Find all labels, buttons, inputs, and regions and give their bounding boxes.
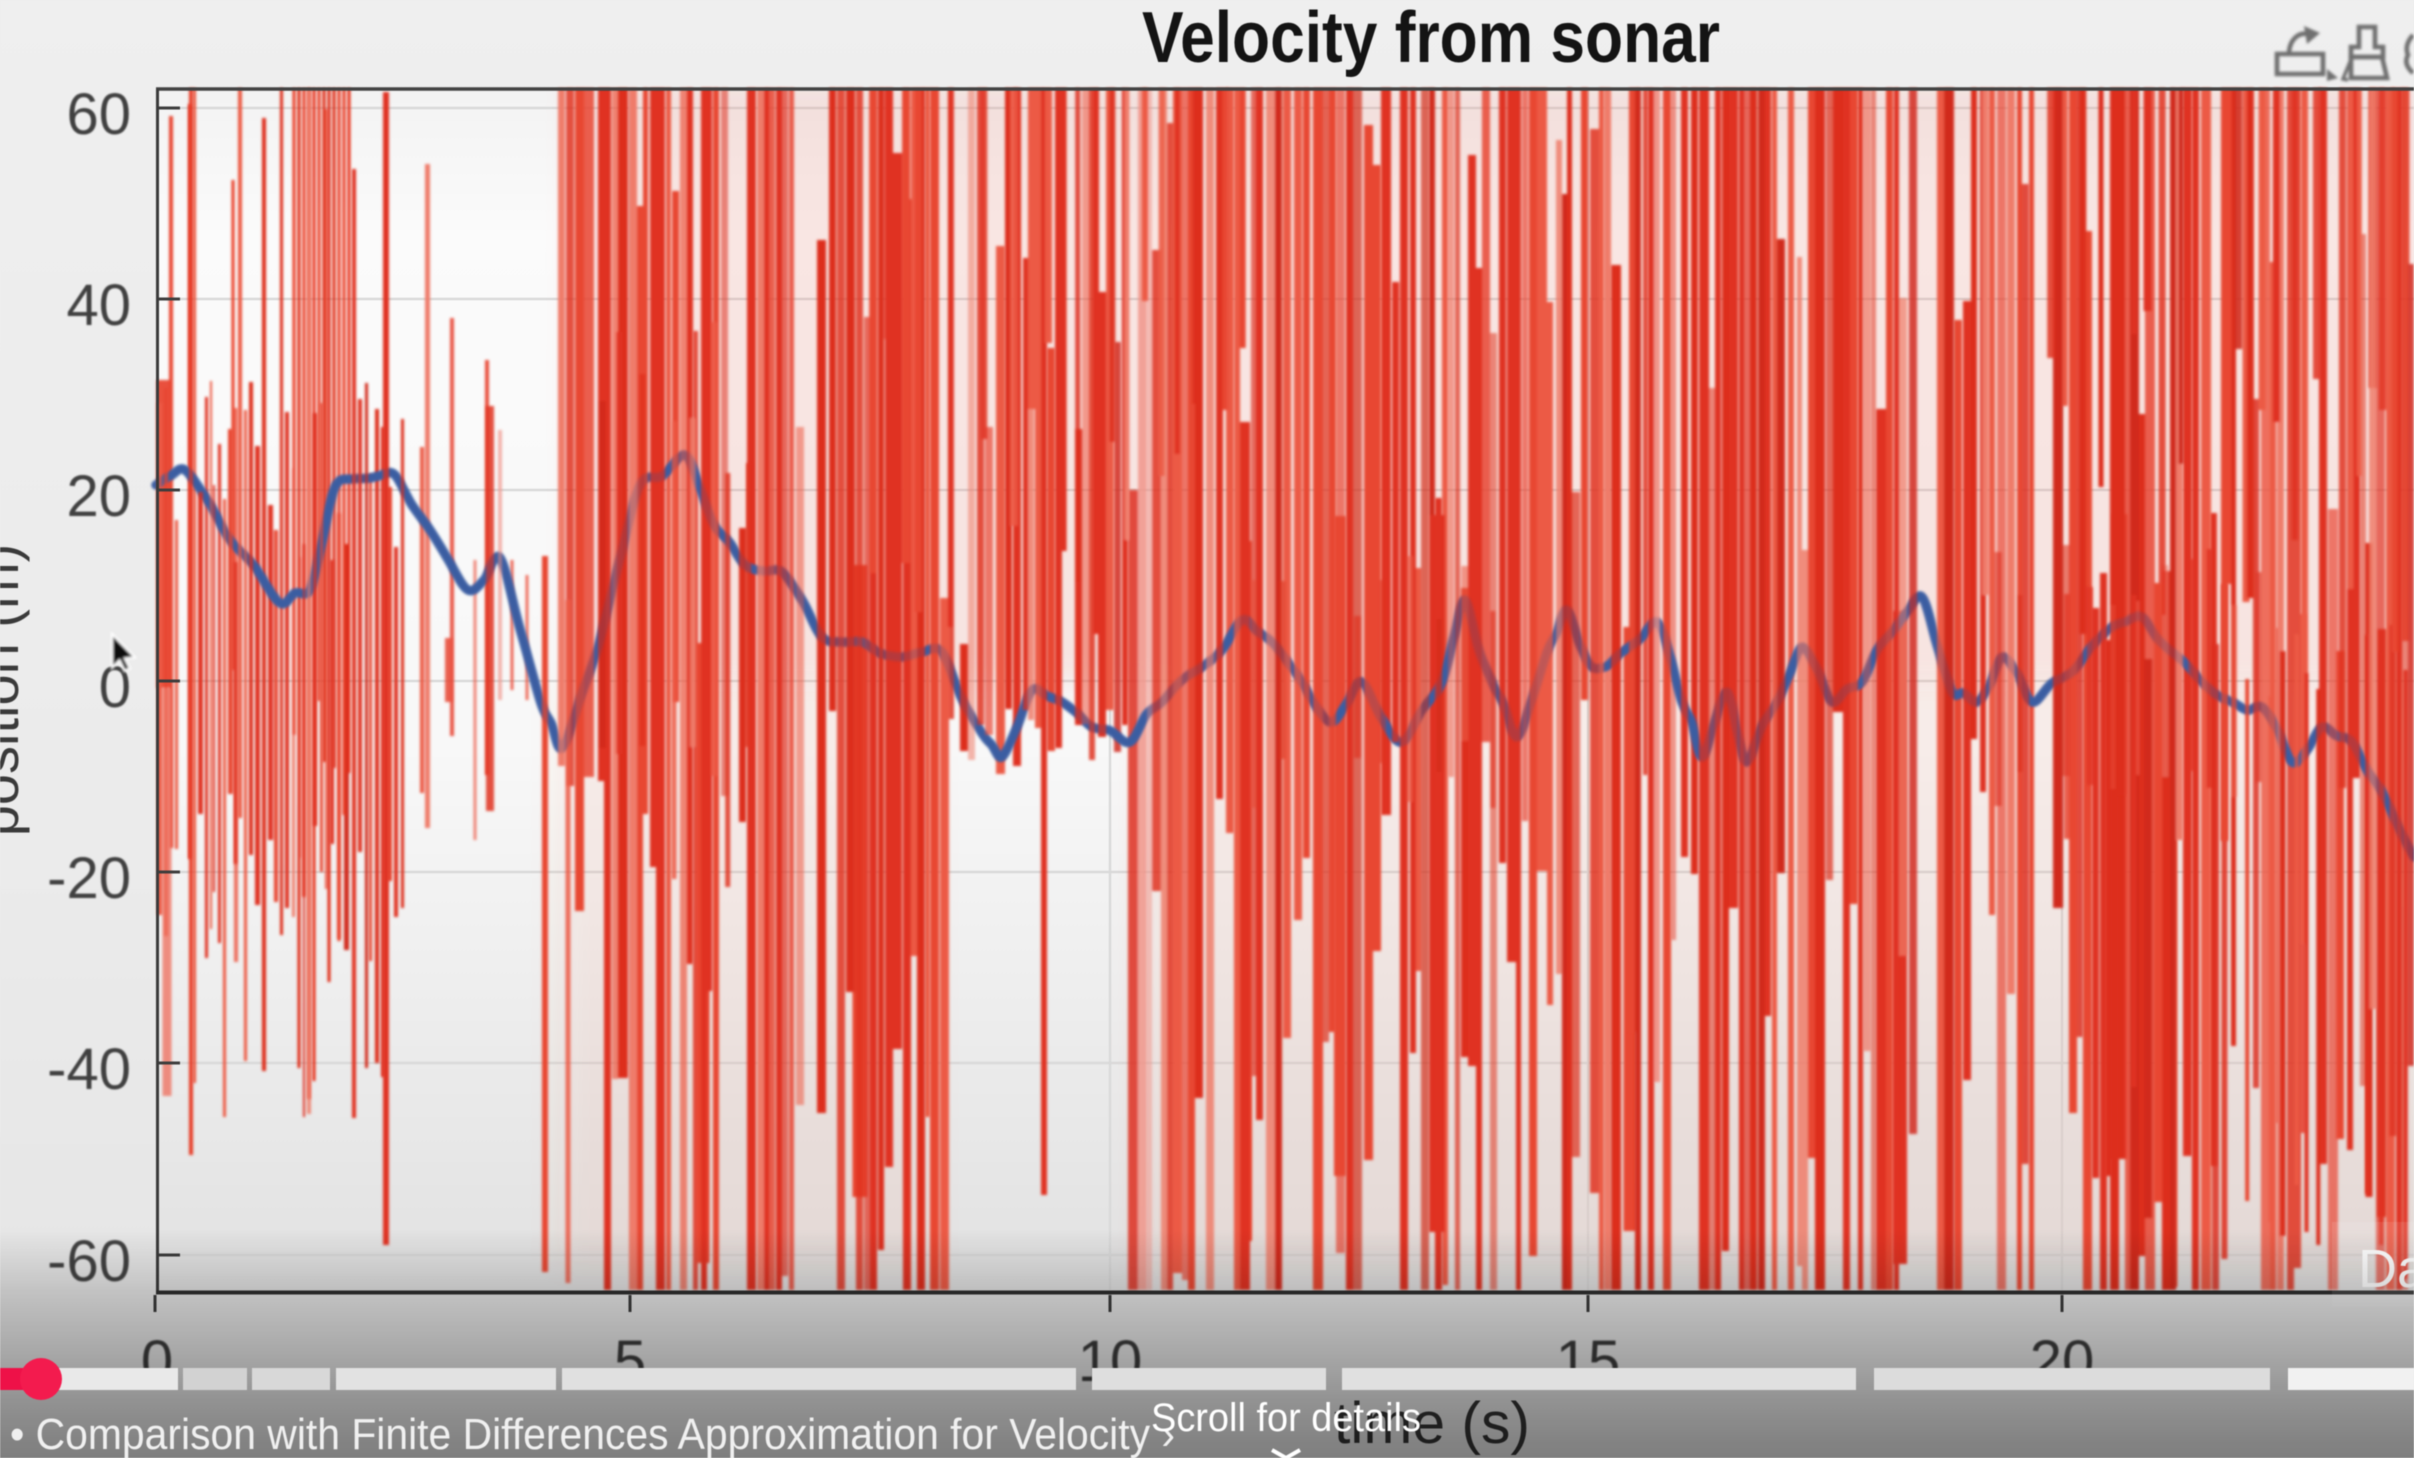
svg-text:• Comparison with Finite Diffe: • Comparison with Finite Differences App… [10, 1410, 1175, 1458]
svg-text:Velocity from sonar: Velocity from sonar [1142, 0, 1720, 78]
svg-text:60: 60 [66, 82, 131, 147]
svg-text:Scroll for details: Scroll for details [1151, 1396, 1421, 1440]
svg-text:20: 20 [66, 464, 131, 529]
svg-text:position (m): position (m) [0, 544, 30, 837]
svg-text:40: 40 [66, 273, 131, 338]
svg-text:-40: -40 [47, 1037, 131, 1102]
svg-text:-20: -20 [47, 846, 131, 911]
